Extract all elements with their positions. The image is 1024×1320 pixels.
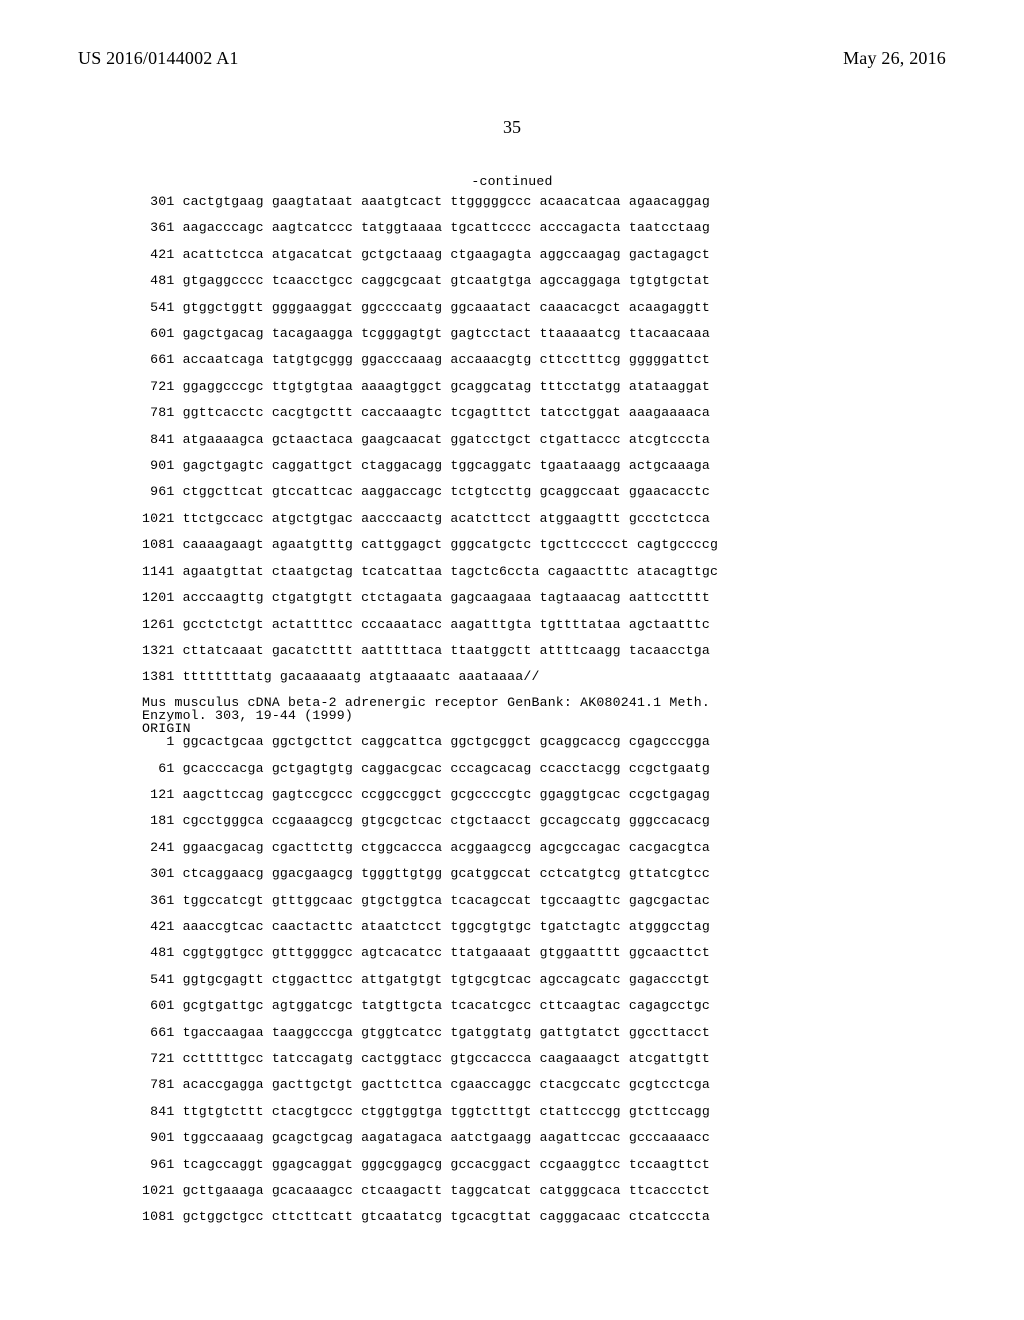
continued-label: -continued	[78, 174, 946, 189]
patent-page: US 2016/0144002 A1 May 26, 2016 35 -cont…	[0, 0, 1024, 1320]
page-number: 35	[78, 117, 946, 138]
sequence-block-2: 1 ggcactgcaa ggctgcttct caggcattca ggctg…	[142, 735, 946, 1224]
spacer	[78, 684, 946, 696]
pub-date: May 26, 2016	[843, 48, 946, 69]
reference-lines: Mus musculus cDNA beta-2 adrenergic rece…	[142, 696, 946, 736]
sequence-block-1: 301 cactgtgaag gaagtataat aaatgtcact ttg…	[142, 195, 946, 684]
pub-number: US 2016/0144002 A1	[78, 48, 239, 69]
page-header: US 2016/0144002 A1 May 26, 2016	[78, 48, 946, 69]
